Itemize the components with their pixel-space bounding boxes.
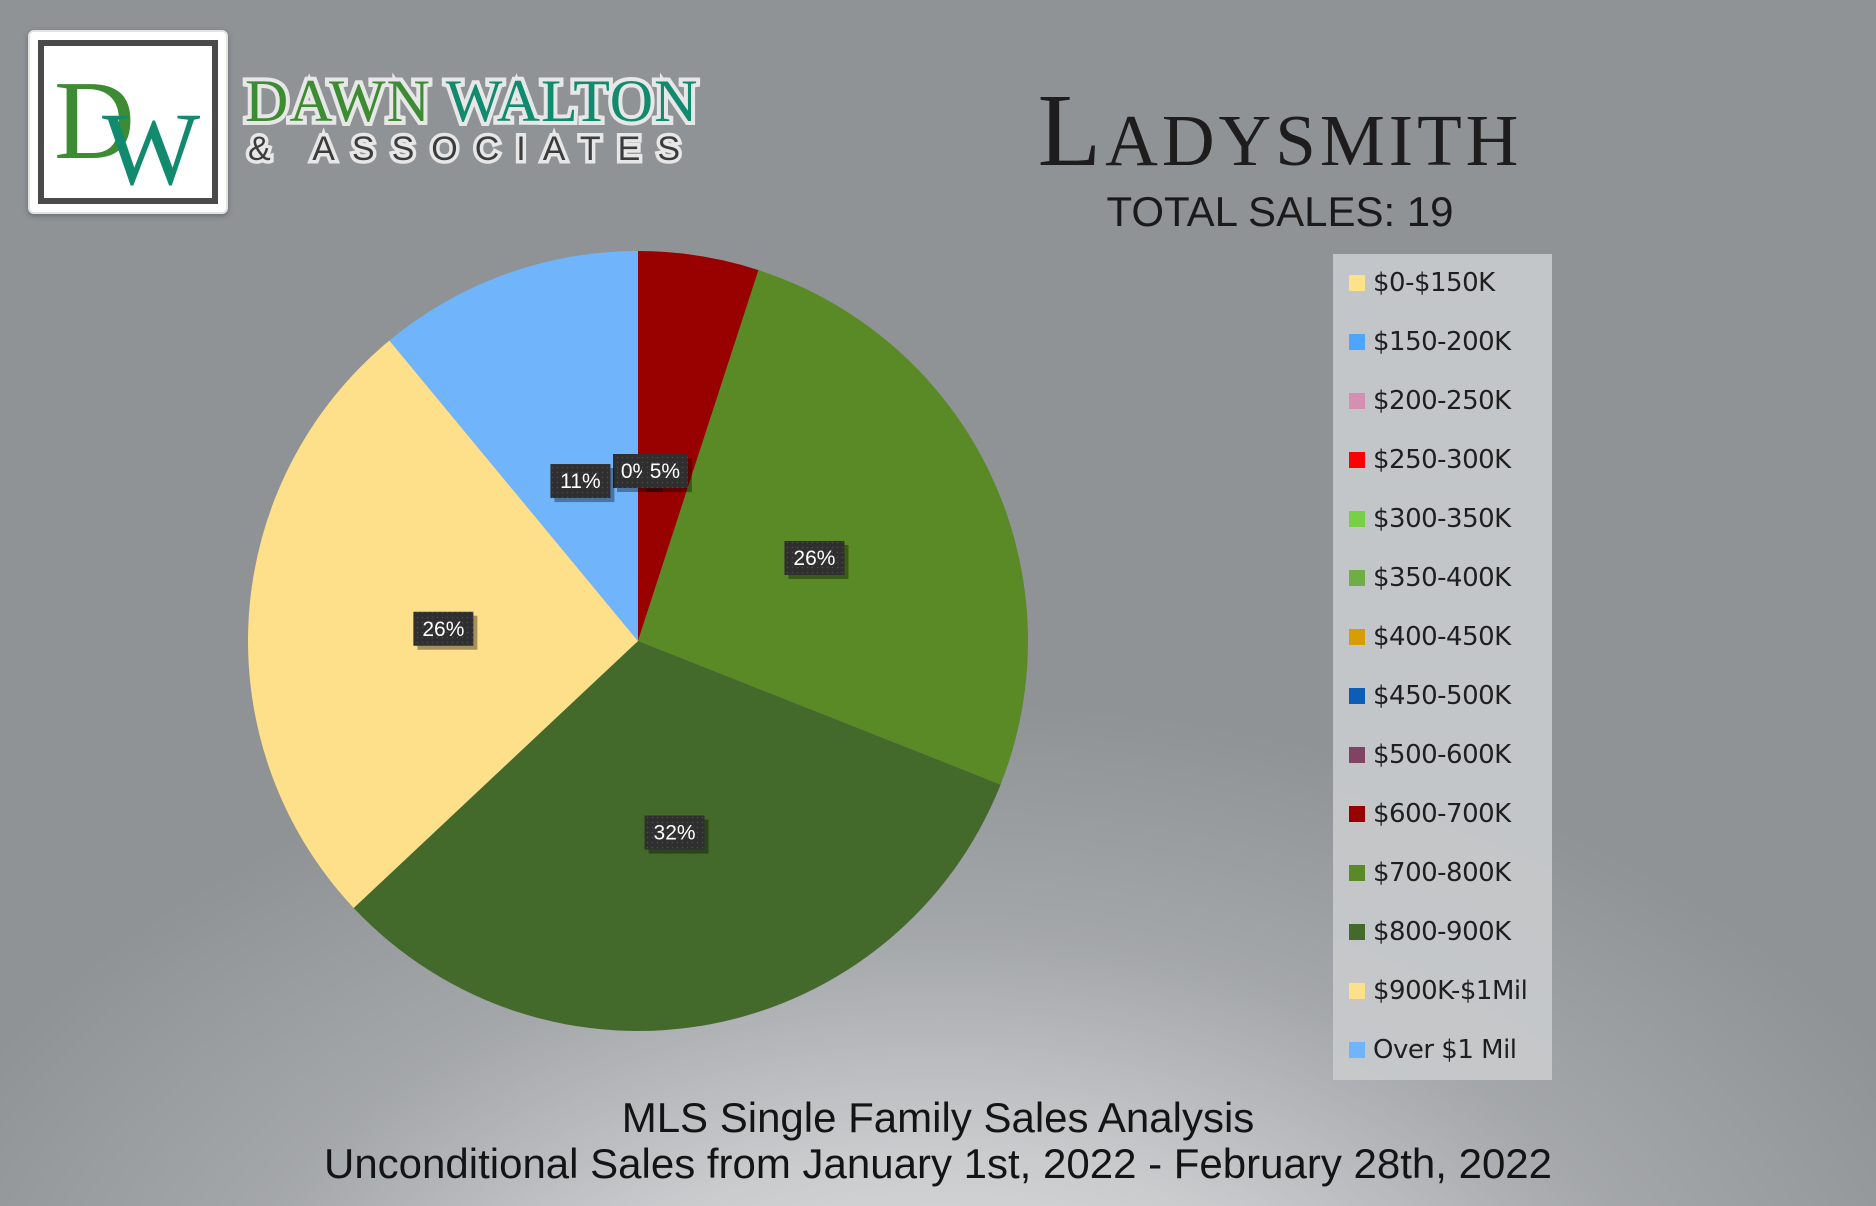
- brand-subtitle: & ASSOCIATES: [245, 127, 698, 172]
- legend-label: $150-200K: [1373, 327, 1511, 357]
- legend-swatch: [1349, 629, 1365, 645]
- legend-label: $900K-$1Mil: [1373, 976, 1528, 1006]
- legend-item-350-400k: $350-400K: [1349, 561, 1511, 595]
- data-label-600-700k: 5%: [641, 454, 692, 493]
- logo: D W: [28, 30, 228, 214]
- legend-swatch: [1349, 924, 1365, 940]
- legend-swatch: [1349, 393, 1365, 409]
- legend-swatch: [1349, 688, 1365, 704]
- legend-item-over-1-mil: Over $1 Mil: [1349, 1033, 1517, 1067]
- pie-slice-over-1-mil: [389, 251, 638, 641]
- legend-label: $200-250K: [1373, 386, 1511, 416]
- legend-item-450-500k: $450-500K: [1349, 679, 1511, 713]
- svg-text:32%: 32%: [654, 822, 696, 845]
- legend-swatch: [1349, 865, 1365, 881]
- logo-monogram-icon: D W: [54, 59, 200, 198]
- legend: $0-$150K $150-200K $200-250K $250-300K $300-…: [1333, 254, 1552, 1080]
- legend-swatch: [1349, 747, 1365, 763]
- legend-label: $700-800K: [1373, 858, 1511, 888]
- legend-label: $600-700K: [1373, 799, 1511, 829]
- legend-swatch: [1349, 275, 1365, 291]
- legend-swatch: [1349, 511, 1365, 527]
- total-sales: TOTAL SALES: 19: [1106, 188, 1454, 235]
- legend-label: $250-300K: [1373, 445, 1511, 475]
- legend-item-700-800k: $700-800K: [1349, 856, 1511, 890]
- legend-label: $500-600K: [1373, 740, 1511, 770]
- pie-slice-600-700k: [638, 251, 759, 641]
- legend-swatch: [1349, 334, 1365, 350]
- brand-name: DAWN WALTON: [241, 64, 745, 138]
- legend-item-300-350k: $300-350K: [1349, 502, 1511, 536]
- legend-label: $0-$150K: [1373, 268, 1495, 298]
- footer-title: MLS Single Family Sales Analysis: [621, 1094, 1255, 1141]
- legend-swatch: [1349, 806, 1365, 822]
- data-label-700-800k: 26%: [784, 540, 849, 579]
- legend-item-150-200k: $150-200K: [1349, 325, 1511, 359]
- legend-label: $300-350K: [1373, 504, 1511, 534]
- legend-swatch: [1349, 452, 1365, 468]
- legend-item-500-600k: $500-600K: [1349, 738, 1511, 772]
- legend-item-800-900k: $800-900K: [1349, 915, 1511, 949]
- legend-item-400-450k: $400-450K: [1349, 620, 1511, 654]
- legend-item-900k-1mil: $900K-$1Mil: [1349, 974, 1528, 1008]
- pie-slice-700-800k: [638, 270, 1028, 785]
- svg-text:5%: 5%: [650, 460, 680, 483]
- svg-text:11%: 11%: [560, 470, 600, 493]
- legend-item-200-250k: $200-250K: [1349, 384, 1511, 418]
- svg-text:26%: 26%: [422, 618, 464, 641]
- legend-swatch: [1349, 1042, 1365, 1058]
- legend-item-600-700k: $600-700K: [1349, 797, 1511, 831]
- legend-swatch: [1349, 570, 1365, 586]
- data-label-over-1-mil: 11%: [550, 464, 615, 503]
- svg-text:W: W: [102, 92, 200, 198]
- data-label-800-900k: 32%: [644, 815, 709, 854]
- logo-frame: D W: [38, 40, 218, 204]
- data-label-900k-1mil: 26%: [413, 611, 478, 650]
- svg-text:D: D: [54, 59, 135, 183]
- legend-item-250-300k: $250-300K: [1349, 443, 1511, 477]
- svg-text:26%: 26%: [793, 547, 835, 570]
- legend-swatch: [1349, 983, 1365, 999]
- legend-label: $450-500K: [1373, 681, 1511, 711]
- legend-label: $400-450K: [1373, 622, 1511, 652]
- brand-name-last: WALTON: [442, 64, 702, 138]
- city-title: Ladysmith: [1037, 73, 1523, 188]
- footer-subtitle: Unconditional Sales from January 1st, 20…: [323, 1140, 1553, 1187]
- legend-label: $800-900K: [1373, 917, 1511, 947]
- legend-label: Over $1 Mil: [1373, 1035, 1517, 1065]
- brand-name-first: DAWN: [241, 64, 434, 138]
- legend-label: $350-400K: [1373, 563, 1511, 593]
- legend-item-0-150k: $0-$150K: [1349, 266, 1495, 300]
